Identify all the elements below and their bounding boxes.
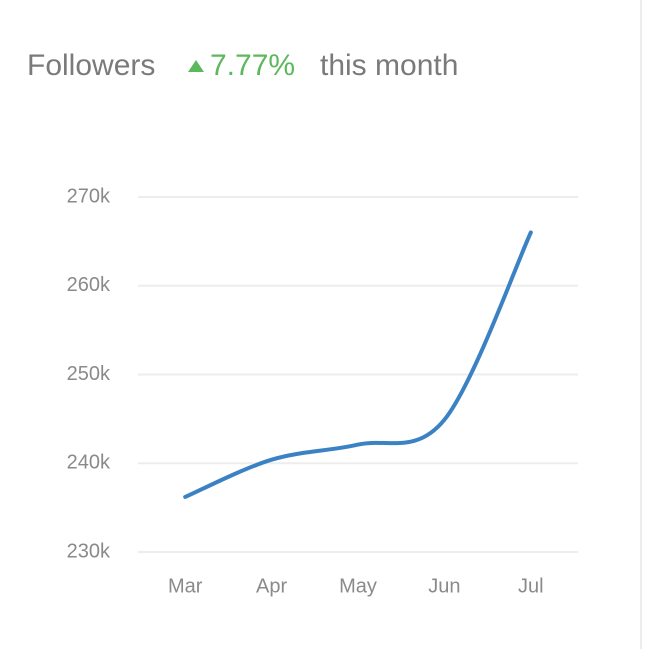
y-tick-label: 240k [67,452,111,474]
x-tick-label: Mar [168,575,203,597]
up-arrow [188,60,204,72]
change-period: this month [320,49,458,82]
x-tick-label: Jul [518,575,544,597]
chart-title: Followers [27,49,155,82]
x-tick-label: Apr [256,575,287,597]
x-tick-label: May [339,575,377,597]
chart-header: Followers [27,49,155,82]
y-tick-label: 270k [67,185,111,207]
change-value: 7.77% [210,49,295,82]
x-tick-label: Jun [428,575,460,597]
y-tick-label: 230k [67,540,111,562]
y-tick-label: 260k [67,274,111,296]
y-tick-label: 250k [67,363,111,385]
data-line [183,230,533,499]
